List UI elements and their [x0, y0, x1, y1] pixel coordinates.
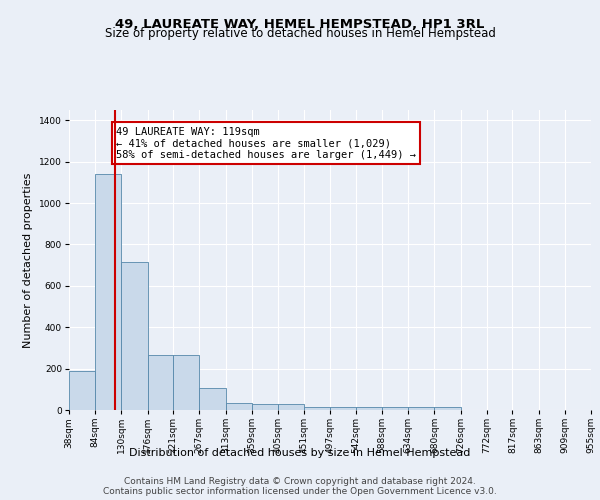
Bar: [434, 407, 461, 410]
Bar: [408, 407, 434, 410]
Bar: [226, 403, 252, 410]
Bar: [356, 407, 382, 410]
Bar: [69, 370, 95, 410]
Bar: [252, 404, 278, 410]
Bar: [382, 407, 408, 410]
Text: 49, LAUREATE WAY, HEMEL HEMPSTEAD, HP1 3RL: 49, LAUREATE WAY, HEMEL HEMPSTEAD, HP1 3…: [115, 18, 485, 30]
Bar: [95, 174, 121, 410]
Bar: [330, 407, 356, 410]
Bar: [199, 388, 226, 410]
Y-axis label: Number of detached properties: Number of detached properties: [23, 172, 34, 348]
Text: Size of property relative to detached houses in Hemel Hempstead: Size of property relative to detached ho…: [104, 28, 496, 40]
Bar: [304, 407, 330, 410]
Bar: [121, 262, 148, 410]
Text: Distribution of detached houses by size in Hemel Hempstead: Distribution of detached houses by size …: [130, 448, 470, 458]
Bar: [173, 355, 199, 410]
Text: 49 LAUREATE WAY: 119sqm
← 41% of detached houses are smaller (1,029)
58% of semi: 49 LAUREATE WAY: 119sqm ← 41% of detache…: [116, 126, 416, 160]
Bar: [148, 355, 173, 410]
Text: Contains HM Land Registry data © Crown copyright and database right 2024.
Contai: Contains HM Land Registry data © Crown c…: [103, 476, 497, 496]
Bar: [278, 404, 304, 410]
